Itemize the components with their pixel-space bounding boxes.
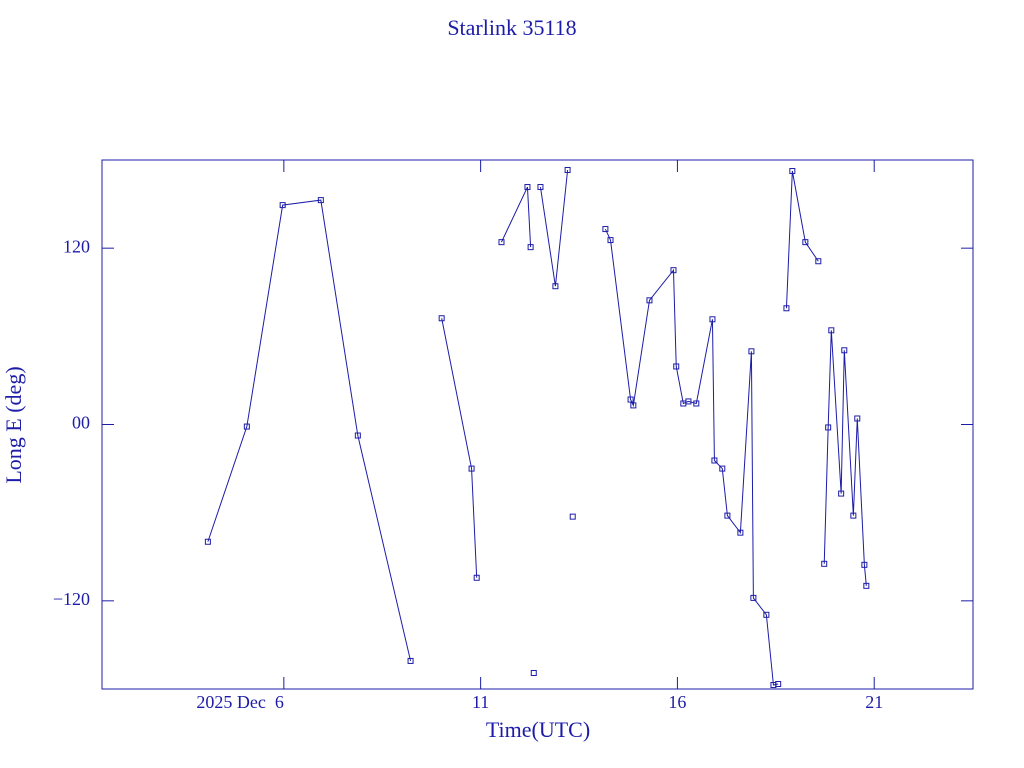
data-point (670, 267, 677, 274)
data-point (530, 669, 537, 676)
data-point (630, 402, 637, 409)
data-point (524, 184, 531, 191)
data-point (473, 574, 480, 581)
data-point (627, 396, 634, 403)
data-point (407, 657, 414, 664)
data-point (841, 347, 848, 354)
data-point (693, 400, 700, 407)
data-point (673, 363, 680, 370)
y-tick-label: 00 (72, 413, 90, 433)
data-point (789, 168, 796, 175)
y-axis-label: Long E (deg) (1, 366, 26, 483)
x-axis-label: Time(UTC) (486, 717, 590, 742)
data-point (821, 560, 828, 567)
series-line (501, 186, 532, 248)
data-point (709, 316, 716, 323)
series-line (539, 169, 569, 287)
data-point (724, 512, 731, 519)
data-point (763, 611, 770, 618)
data-point (527, 244, 534, 251)
data-point (468, 465, 475, 472)
data-point (537, 184, 544, 191)
data-point (748, 348, 755, 355)
data-point (775, 681, 782, 688)
data-point (569, 513, 576, 520)
data-point (498, 239, 505, 246)
data-point (354, 432, 361, 439)
data-point (750, 594, 757, 601)
data-point (243, 423, 250, 430)
series-line (207, 199, 412, 662)
data-point (737, 529, 744, 536)
data-point (861, 561, 868, 568)
data-point (719, 465, 726, 472)
series-line (441, 318, 478, 578)
data-point (783, 305, 790, 312)
series-line (823, 330, 867, 586)
data-point (564, 166, 571, 173)
x-tick-label: 2025 Dec 6 (196, 692, 283, 712)
data-point (602, 226, 609, 233)
data-point (815, 258, 822, 265)
data-point (552, 283, 559, 290)
data-point (607, 237, 614, 244)
chart-title: Starlink 35118 (447, 15, 576, 40)
data-point (850, 512, 857, 519)
data-point (802, 239, 809, 246)
data-point (863, 582, 870, 589)
y-tick-label: 120 (63, 236, 90, 256)
y-tick-label: −120 (53, 589, 90, 609)
series-line (785, 170, 819, 309)
data-point (204, 538, 211, 545)
data-point (854, 415, 861, 422)
data-point (438, 315, 445, 322)
x-tick-label: 21 (865, 692, 883, 712)
data-point (828, 327, 835, 334)
data-point (711, 457, 718, 464)
x-tick-label: 11 (472, 692, 489, 712)
data-point (825, 424, 832, 431)
data-point (279, 202, 286, 209)
series-line (604, 228, 779, 686)
data-point (685, 398, 692, 405)
x-tick-label: 16 (668, 692, 686, 712)
data-point (646, 297, 653, 304)
data-point (838, 490, 845, 497)
data-point (317, 197, 324, 204)
